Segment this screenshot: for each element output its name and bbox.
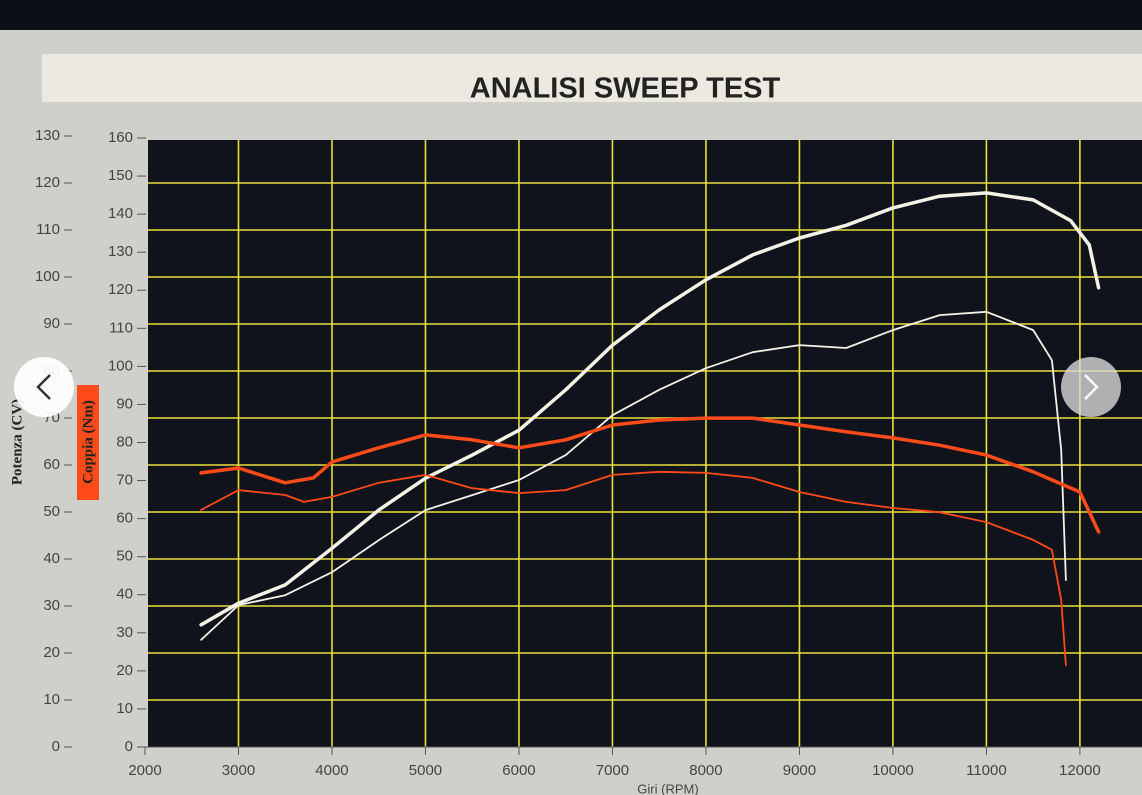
previous-button[interactable] [14, 357, 74, 417]
y2-tick-label: 140 [108, 205, 133, 222]
y2-tick-label: 110 [109, 319, 133, 336]
y-tick-label: 20 [43, 644, 60, 661]
power-torque-line [199, 191, 1101, 627]
lines [199, 191, 1101, 667]
power-torque-line [200, 470, 1067, 667]
power-torque-line [199, 416, 1101, 534]
next-arrow[interactable] [1084, 374, 1099, 400]
x-tick-label: 4000 [315, 762, 348, 779]
x-tick-label: 7000 [596, 762, 629, 779]
y2-tick-label: 20 [116, 662, 133, 679]
y-tick-label: 40 [43, 550, 60, 567]
chart-title: ANALISI SWEEP TEST [470, 73, 781, 105]
grid [148, 140, 1142, 747]
x-tick-label: 2000 [128, 762, 161, 779]
x-tick-label: 12000 [1059, 762, 1101, 779]
y2-tick-label: 120 [108, 281, 133, 298]
y2-tick-label: 130 [108, 243, 133, 260]
next-button[interactable] [1061, 357, 1121, 417]
previous-arrow[interactable] [36, 374, 51, 400]
y-tick-label: 110 [36, 221, 60, 238]
x-axis-label: Giri (RPM) [637, 781, 698, 795]
previous-button-circle[interactable] [14, 357, 74, 417]
x-tick-label: 11000 [966, 762, 1007, 779]
next-button-circle[interactable] [1061, 357, 1121, 417]
y-tick-label: 50 [43, 503, 60, 520]
y2-tick-label: 0 [125, 738, 133, 755]
y2-label-background [77, 385, 99, 500]
y2-tick-label: 50 [116, 548, 133, 565]
y-tick-label: 0 [52, 738, 60, 755]
plot-area [148, 140, 1142, 747]
y2-tick-label: 150 [108, 167, 133, 184]
y2-tick-label: 30 [116, 624, 133, 641]
y2-tick-label: 70 [116, 472, 133, 489]
title-banner [42, 54, 1142, 102]
x-tick-label: 6000 [502, 762, 535, 779]
y-tick-label: 100 [35, 268, 60, 285]
y-tick-label: 30 [43, 597, 60, 614]
y2-tick-label: 10 [116, 700, 133, 717]
y2-tick-label: 90 [116, 395, 133, 412]
y2-tick-label: 160 [108, 129, 133, 146]
x-tick-label: 5000 [409, 762, 442, 779]
x-tick-label: 9000 [783, 762, 816, 779]
x-tick-label: 8000 [689, 762, 722, 779]
y-tick-label: 120 [35, 174, 60, 191]
y2-tick-label: 40 [116, 586, 133, 603]
y-tick-label: 90 [43, 315, 60, 332]
y-tick-label: 130 [35, 127, 60, 144]
y2-tick-label: 100 [108, 357, 133, 374]
y-axis-label: Potenza (CV) [9, 399, 25, 485]
y-tick-label: 60 [43, 456, 60, 473]
x-tick-label: 3000 [222, 762, 255, 779]
y-tick-label: 10 [43, 691, 60, 708]
y2-tick-label: 60 [116, 510, 133, 527]
power-torque-line [200, 310, 1067, 641]
y2-tick-label: 80 [116, 433, 133, 450]
x-tick-label: 10000 [872, 762, 914, 779]
y2-axis-label: Coppia (Nm) [80, 400, 96, 484]
ticks: 0 10 20 30 40 50 60 70 80 90 100 110 120 130 0 10 20 30 40… [35, 127, 1142, 779]
